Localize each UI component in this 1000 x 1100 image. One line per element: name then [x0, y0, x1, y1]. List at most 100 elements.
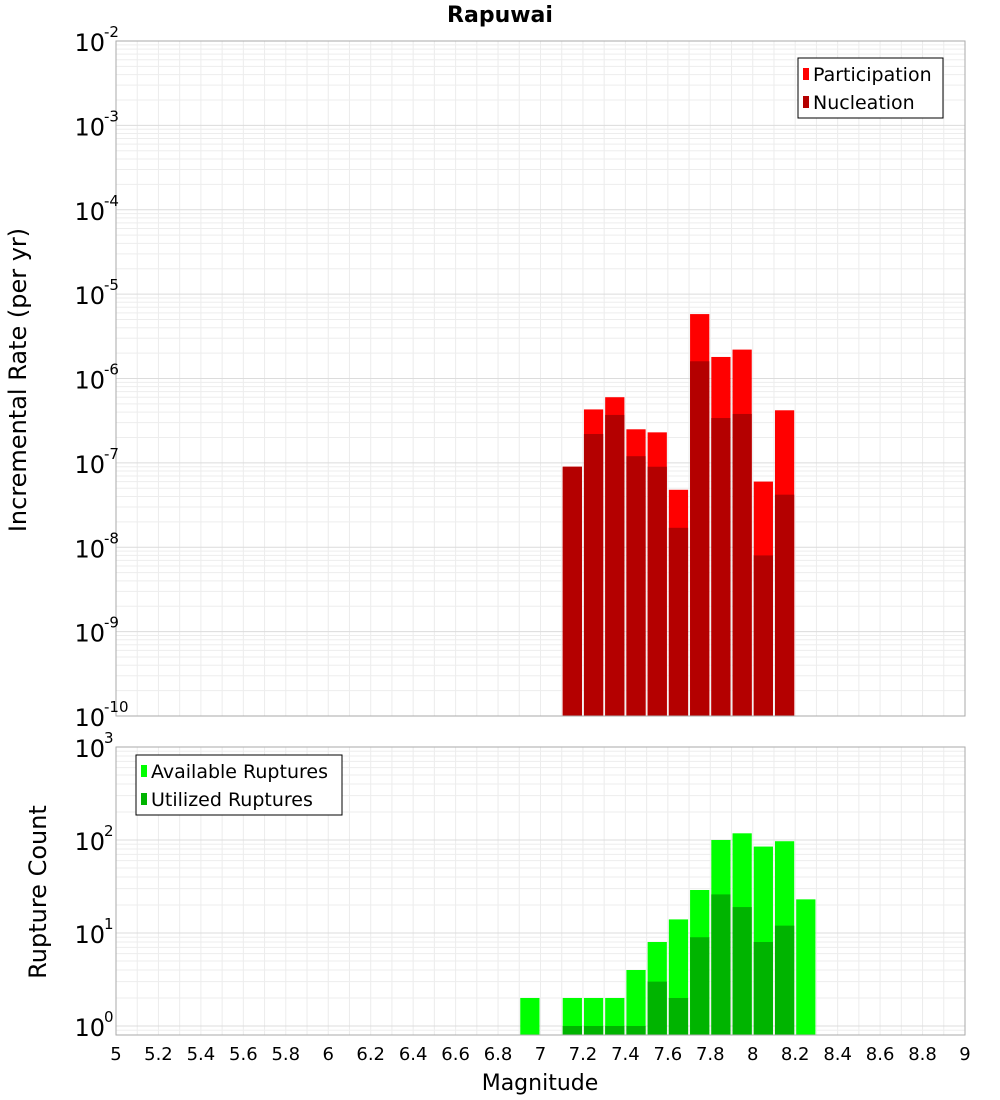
top-y-tick-label: 10 -8 — [74, 529, 119, 563]
top-legend-swatch — [803, 68, 809, 80]
top-bar-nucleation-9 — [753, 555, 773, 716]
bottom-bar-utilized-ruptures-7 — [690, 937, 710, 1035]
top-y-tick-exponent: -5 — [104, 276, 119, 294]
bottom-bar-available-ruptures-4 — [626, 969, 646, 1035]
top-y-tick-exponent: -8 — [104, 529, 119, 547]
top-y-tick-base: 10 — [74, 451, 105, 479]
bottom-bar-utilized-ruptures-11 — [774, 925, 795, 1035]
top-bar-nucleation-5 — [668, 527, 689, 716]
bottom-y-tick-base: 10 — [74, 921, 105, 949]
x-tick-label: 8 — [747, 1044, 758, 1065]
top-y-tick-base: 10 — [74, 620, 105, 648]
x-tick-label: 5.6 — [229, 1044, 258, 1065]
top-y-tick-label: 10 -9 — [74, 614, 119, 648]
top-legend-entry: Participation — [813, 64, 932, 86]
bottom-bar-utilized-ruptures-6 — [668, 997, 689, 1035]
x-tick-label: 5.4 — [187, 1044, 216, 1065]
x-tick-label: 6.2 — [356, 1044, 385, 1065]
bottom-y-tick-label: 10 0 — [74, 1008, 113, 1042]
x-tick-label: 8.6 — [866, 1044, 895, 1065]
top-y-tick-base: 10 — [74, 29, 105, 57]
top-bar-nucleation-0 — [562, 466, 582, 716]
bottom-bar-available-ruptures-1 — [562, 997, 582, 1035]
top-y-tick-exponent: -3 — [104, 107, 119, 125]
top-legend-swatch — [803, 96, 809, 108]
top-bar-nucleation-4 — [647, 466, 667, 716]
bottom-legend-swatch — [141, 793, 147, 805]
bottom-legend-swatch — [141, 765, 147, 777]
x-axis-label: Magnitude — [482, 1071, 599, 1096]
x-tick-label: 5.8 — [271, 1044, 300, 1065]
x-tick-label: 5.2 — [144, 1044, 173, 1065]
x-tick-label: 6.4 — [399, 1044, 428, 1065]
bottom-bar-utilized-ruptures-5 — [647, 981, 667, 1035]
x-tick-label: 7.6 — [654, 1044, 683, 1065]
x-tick-label: 7.8 — [696, 1044, 725, 1065]
top-y-tick-base: 10 — [74, 198, 105, 226]
bottom-y-tick-base: 10 — [74, 1014, 105, 1042]
bottom-y-tick-base: 10 — [74, 828, 105, 856]
top-y-axis-label: Incremental Rate (per yr) — [4, 228, 32, 532]
bottom-y-tick-exponent: 0 — [104, 1008, 114, 1026]
bottom-bar-utilized-ruptures-3 — [605, 1025, 625, 1035]
top-y-tick-label: 10 -10 — [74, 698, 128, 732]
bottom-bar-utilized-ruptures-4 — [626, 1025, 646, 1035]
top-bar-nucleation-7 — [711, 418, 731, 716]
x-tick-label: 6.8 — [484, 1044, 513, 1065]
bottom-y-tick-exponent: 3 — [104, 729, 114, 747]
bottom-bar-utilized-ruptures-9 — [732, 907, 752, 1035]
bottom-bar-utilized-ruptures-1 — [562, 1025, 582, 1035]
bottom-y-tick-base: 10 — [74, 735, 105, 763]
top-y-tick-label: 10 -6 — [74, 361, 119, 395]
x-tick-label: 6 — [323, 1044, 334, 1065]
bottom-bar-utilized-ruptures-10 — [753, 942, 773, 1035]
x-tick-label: 7.2 — [569, 1044, 598, 1065]
bottom-bar-utilized-ruptures-8 — [711, 894, 731, 1035]
top-y-tick-base: 10 — [74, 704, 105, 732]
bottom-bar-utilized-ruptures-2 — [583, 1025, 604, 1035]
x-tick-label: 7 — [535, 1044, 546, 1065]
top-y-tick-exponent: -9 — [104, 614, 119, 632]
top-bar-nucleation-6 — [690, 361, 710, 716]
top-y-tick-exponent: -6 — [104, 361, 119, 379]
x-tick-label: 9 — [959, 1044, 970, 1065]
top-bar-nucleation-3 — [626, 456, 646, 716]
x-tick-label: 8.2 — [781, 1044, 810, 1065]
top-y-tick-base: 10 — [74, 535, 105, 563]
bottom-plot-frame — [115, 746, 966, 1036]
x-tick-label: 5 — [110, 1044, 121, 1065]
top-y-tick-label: 10 -4 — [74, 192, 119, 226]
bottom-bar-available-ruptures-2 — [583, 997, 604, 1035]
top-y-tick-exponent: -7 — [104, 445, 119, 463]
bottom-legend-entry: Available Ruptures — [151, 761, 328, 783]
bottom-y-tick-exponent: 1 — [104, 915, 114, 933]
top-y-tick-label: 10 -2 — [74, 23, 119, 57]
top-legend: Participation Nucleation — [797, 57, 944, 119]
top-y-tick-exponent: -4 — [104, 192, 119, 210]
top-bar-nucleation-1 — [583, 433, 604, 716]
top-plot-frame — [115, 40, 966, 717]
bottom-legend-entry: Utilized Ruptures — [151, 789, 313, 811]
bottom-y-tick-label: 10 2 — [74, 822, 113, 856]
bottom-y-tick-label: 10 1 — [74, 915, 113, 949]
top-bar-nucleation-8 — [732, 413, 752, 716]
x-tick-label: 6.6 — [441, 1044, 470, 1065]
top-y-tick-exponent: -10 — [104, 698, 129, 716]
chart-title: Rapuwai — [447, 3, 553, 28]
top-legend-entry: Nucleation — [813, 92, 915, 114]
bottom-bar-available-ruptures-3 — [605, 997, 625, 1035]
top-y-tick-base: 10 — [74, 282, 105, 310]
x-tick-label: 7.4 — [611, 1044, 640, 1065]
top-bar-nucleation-10 — [774, 494, 795, 716]
top-y-tick-base: 10 — [74, 367, 105, 395]
top-y-tick-base: 10 — [74, 113, 105, 141]
x-tick-labels: 5 5.2 5.4 5.6 5.8 6 6.2 6.4 6.6 6.8 7 7.2 7.4 7.6 7.8 8… — [110, 1044, 970, 1065]
top-grid — [115, 41, 966, 717]
bottom-bar-available-ruptures-12 — [796, 899, 816, 1035]
x-tick-label: 8.8 — [908, 1044, 937, 1065]
bottom-y-tick-exponent: 2 — [104, 822, 114, 840]
bottom-y-axis-label: Rupture Count — [24, 805, 52, 979]
